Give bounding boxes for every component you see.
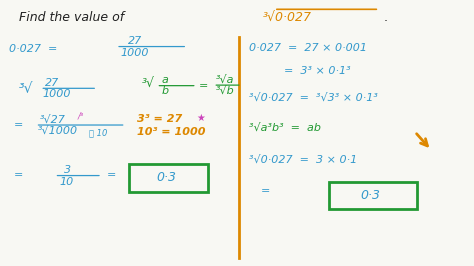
Text: 3: 3 xyxy=(64,165,71,175)
Text: 0·3: 0·3 xyxy=(157,171,177,184)
Text: ³√1000: ³√1000 xyxy=(38,126,78,136)
Text: 10³ = 1000: 10³ = 1000 xyxy=(137,127,206,137)
Text: ³√a³b³  =  ab: ³√a³b³ = ab xyxy=(249,123,321,133)
Text: ³√0·027: ³√0·027 xyxy=(263,11,312,24)
Text: 1000: 1000 xyxy=(121,48,149,58)
Text: ³√0·027  =  3 × 0·1: ³√0·027 = 3 × 0·1 xyxy=(249,155,357,165)
Text: ⌢ 10: ⌢ 10 xyxy=(89,128,108,137)
Text: 27: 27 xyxy=(128,36,142,46)
Text: 0·027  =  27 × 0·001: 0·027 = 27 × 0·001 xyxy=(249,43,367,53)
Text: 0·3: 0·3 xyxy=(361,189,381,202)
Text: =: = xyxy=(14,171,24,181)
Text: =  3³ × 0·1³: = 3³ × 0·1³ xyxy=(284,66,351,76)
Text: .: . xyxy=(384,11,388,24)
Text: ³√0·027  =  ³√3³ × 0·1³: ³√0·027 = ³√3³ × 0·1³ xyxy=(249,93,378,103)
Text: ³√b: ³√b xyxy=(216,86,235,96)
Text: =: = xyxy=(107,171,116,181)
Text: 1000: 1000 xyxy=(43,89,71,99)
Text: =: = xyxy=(199,81,209,91)
Text: ³√: ³√ xyxy=(19,82,34,96)
Text: a: a xyxy=(161,75,168,85)
Text: 10: 10 xyxy=(59,177,73,187)
Text: Find the value of: Find the value of xyxy=(19,11,124,24)
FancyBboxPatch shape xyxy=(329,182,417,209)
Text: ³√27: ³√27 xyxy=(40,115,66,125)
Text: =: = xyxy=(261,186,270,197)
Text: b: b xyxy=(161,86,168,96)
Text: 3³ = 27: 3³ = 27 xyxy=(137,114,182,124)
Text: 27: 27 xyxy=(45,78,59,88)
Text: =: = xyxy=(14,120,24,130)
Text: 0·027  =: 0·027 = xyxy=(9,44,58,54)
FancyBboxPatch shape xyxy=(129,164,208,192)
Text: ³√: ³√ xyxy=(142,77,155,89)
Text: ³√a: ³√a xyxy=(216,75,234,85)
Text: /³: /³ xyxy=(77,111,83,120)
Text: ★: ★ xyxy=(197,113,205,123)
